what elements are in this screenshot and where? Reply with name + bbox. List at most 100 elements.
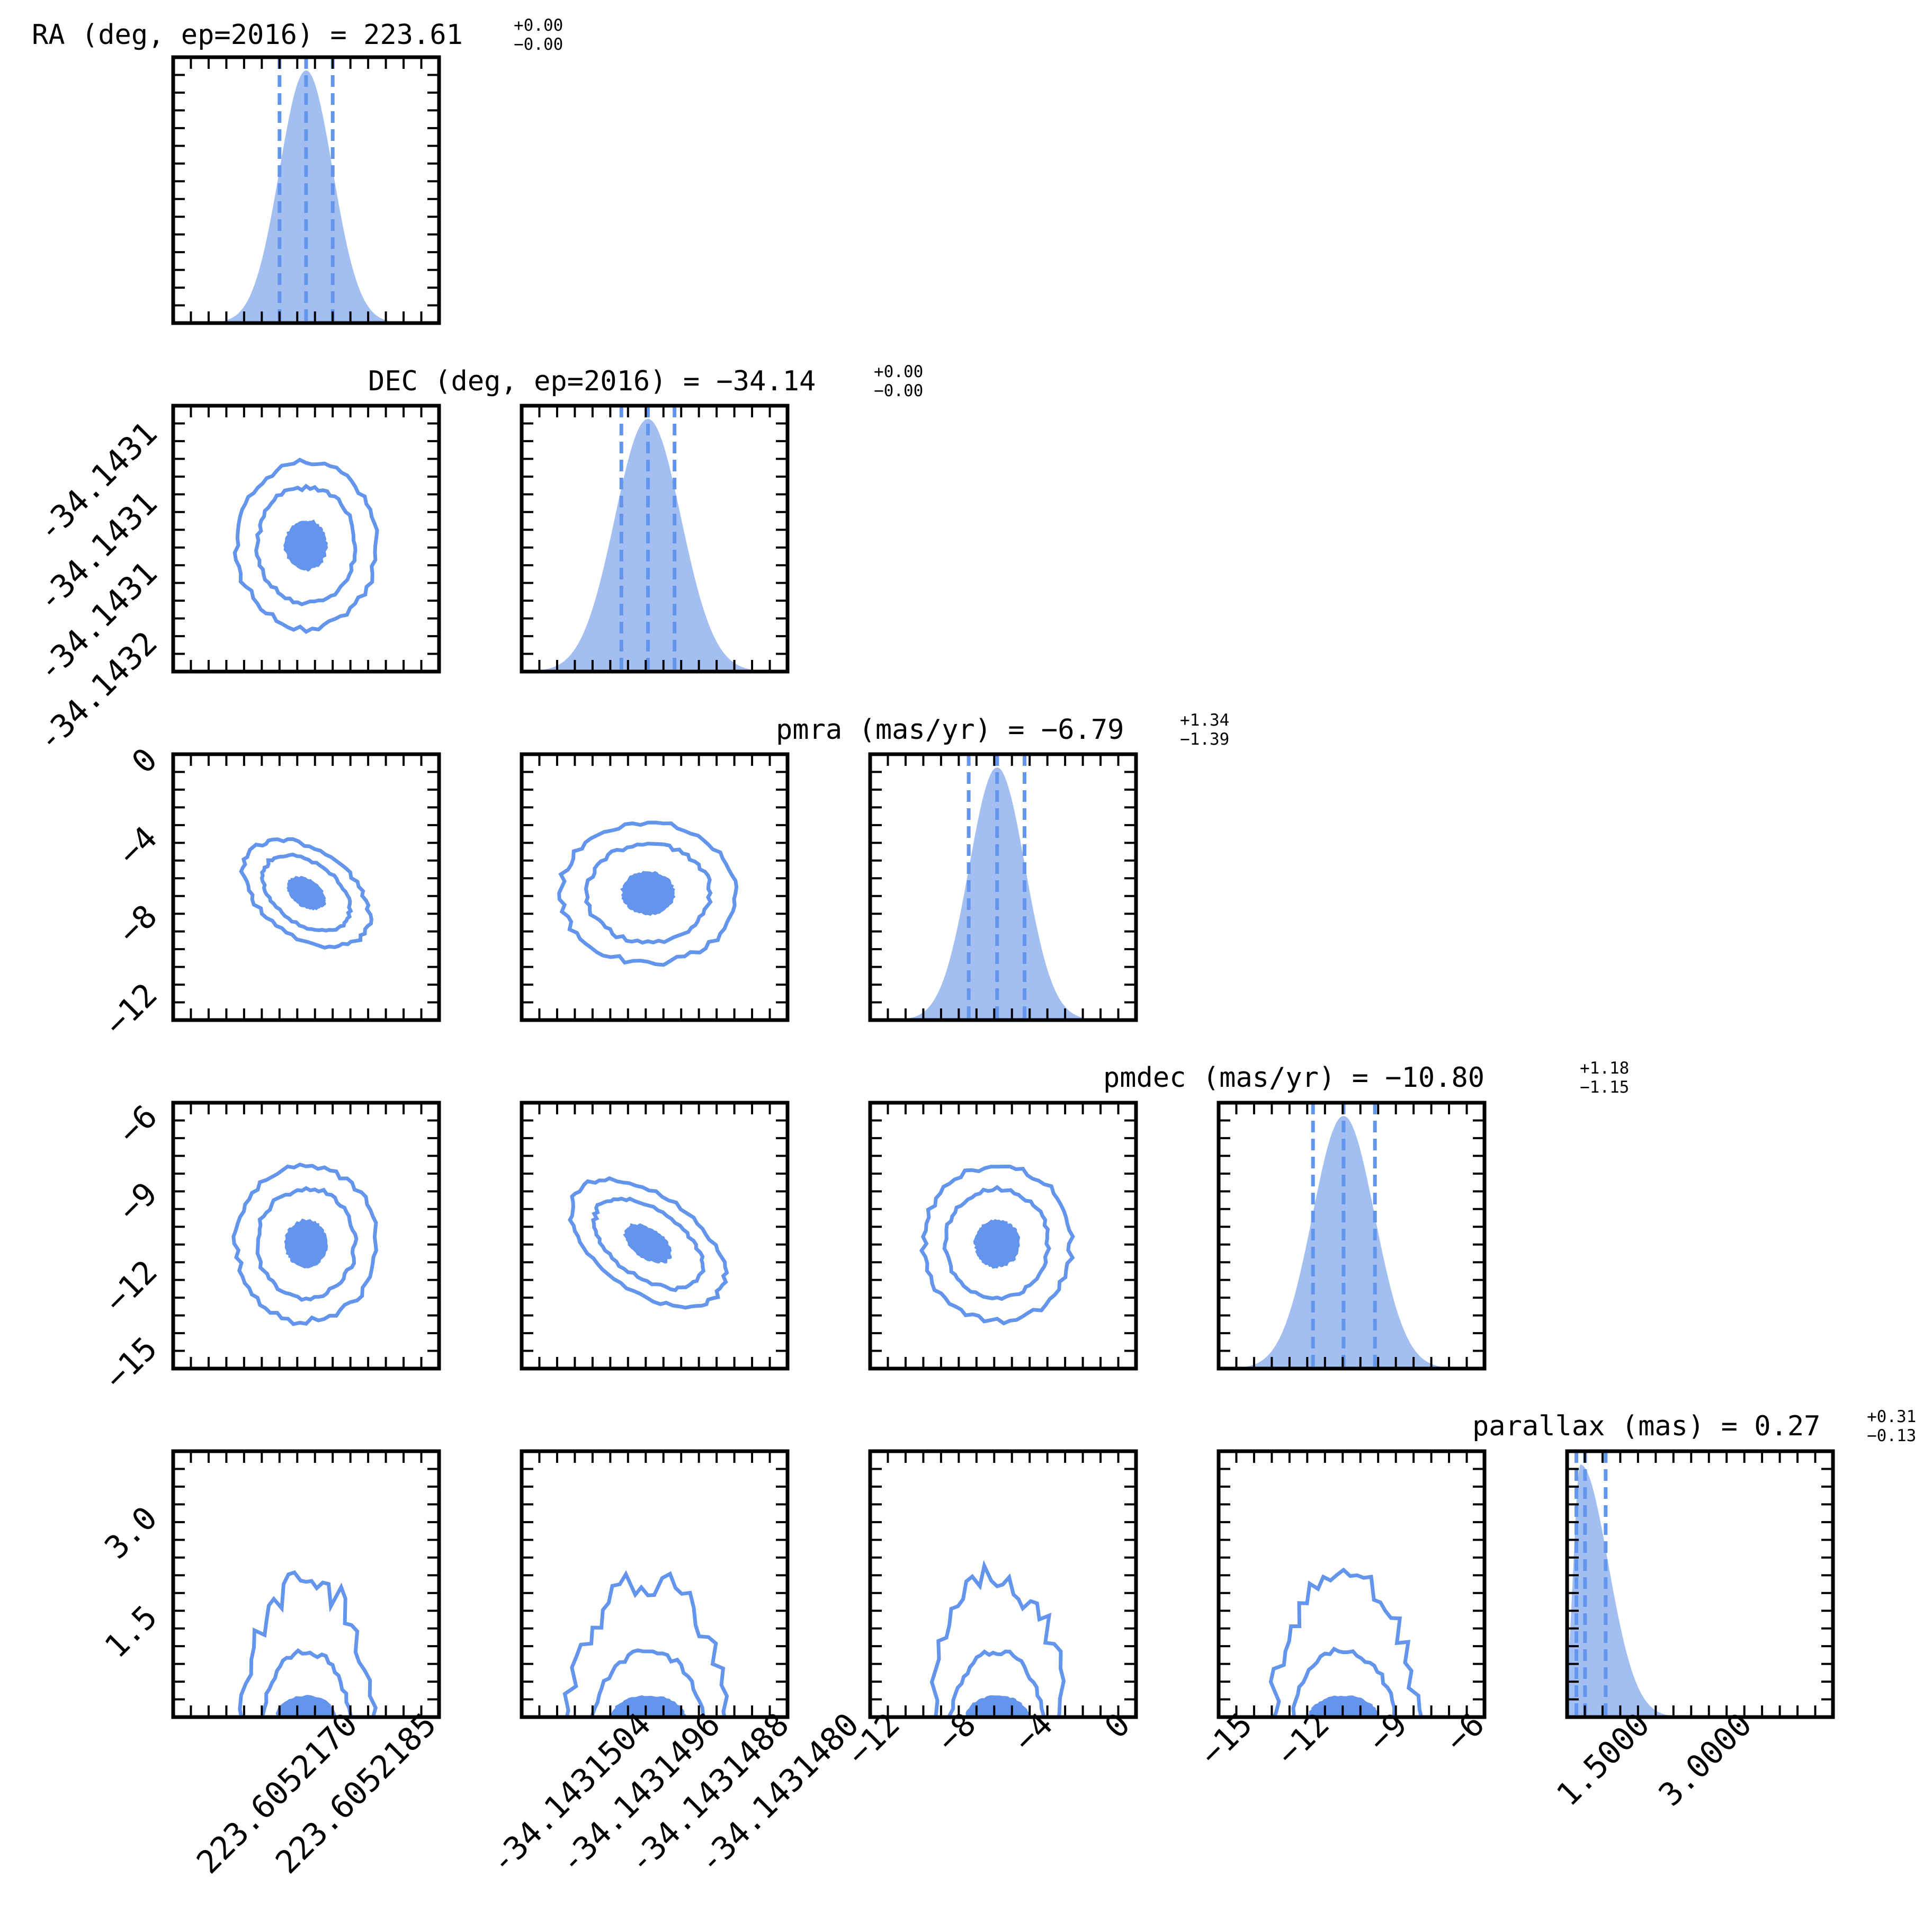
y-tick-label-pmdec: −15 [97, 1330, 164, 1397]
minor-ticks [522, 754, 788, 1020]
contour-panel-pmdec-parallax [1217, 1449, 1487, 1719]
minor-ticks [870, 1451, 1136, 1717]
minor-ticks [173, 406, 439, 672]
contour-level-2 [239, 837, 373, 950]
contour-level-1 [254, 484, 357, 606]
panel-frame [171, 1449, 441, 1719]
title-ra-sup: +0.00 [514, 16, 563, 35]
panel-frame [868, 752, 1138, 1022]
contour-panel-dec-pmdec [520, 1101, 790, 1371]
contour-core [287, 875, 326, 911]
contour-panel-ra-parallax [171, 1449, 441, 1719]
y-tick-label-pmra: −12 [97, 976, 164, 1043]
minor-ticks [522, 1451, 788, 1717]
y-tick-label-pmra: −4 [111, 819, 165, 873]
title-ra: RA (deg, ep=2016) = 223.61 [32, 19, 463, 51]
contour-panel-pmra-pmdec [868, 1101, 1138, 1371]
minor-ticks [870, 754, 1136, 1020]
contour-level-2 [929, 1560, 1066, 1717]
contour-level-2 [919, 1165, 1075, 1326]
contour-level-1 [590, 1648, 706, 1717]
y-tick-label-pmra: 0 [125, 741, 165, 781]
panel-frame [520, 1449, 790, 1719]
title-pmdec: pmdec (mas/yr) = −10.80 [1103, 1062, 1484, 1094]
y-tick-label-pmdec: −6 [111, 1098, 165, 1151]
minor-ticks [522, 1103, 788, 1369]
contour-level-2 [568, 1176, 729, 1310]
histogram-kde [1219, 1116, 1484, 1369]
x-tick-label-parallax: 1.5000 [1550, 1706, 1657, 1813]
title-dec: DEC (deg, ep=2016) = −34.14 [368, 365, 816, 397]
contour-level-1 [261, 1648, 353, 1717]
minor-ticks [173, 754, 439, 1020]
contour-level-1 [942, 1185, 1051, 1301]
x-tick-label-parallax: 3.0000 [1652, 1706, 1759, 1813]
title-parallax-sub: −0.13 [1867, 1426, 1916, 1445]
minor-ticks [870, 1103, 1136, 1369]
contour-level-2 [557, 820, 739, 967]
contour-core [275, 1695, 336, 1717]
contour-level-1 [260, 852, 353, 933]
title-ra-sub: −0.00 [514, 35, 563, 54]
diagonal-titles: RA (deg, ep=2016) = 223.61 +0.00 −0.00 D… [32, 16, 1916, 1445]
hist-panel-pmdec [1217, 1101, 1487, 1371]
minor-ticks [1567, 1451, 1833, 1717]
minor-ticks [522, 406, 788, 672]
y-tick-label-pmdec: −9 [111, 1175, 165, 1229]
minor-ticks [1219, 1103, 1484, 1369]
histogram-kde [173, 70, 439, 323]
title-pmra-sub: −1.39 [1180, 730, 1229, 749]
panel-frame [520, 752, 790, 1022]
contour-level-1 [591, 1196, 705, 1292]
contour-level-1 [1291, 1646, 1397, 1717]
y-tick-label-pmdec: −12 [97, 1253, 164, 1320]
title-parallax-sup: +0.31 [1867, 1407, 1916, 1426]
histogram-kde [522, 419, 788, 672]
panel-frame [520, 404, 790, 674]
contour-level-2 [231, 1162, 378, 1326]
contour-level-2 [562, 1570, 729, 1717]
panel-frame [868, 1449, 1138, 1719]
y-tick-label-parallax: 3.0 [97, 1499, 164, 1566]
y-tick-label-parallax: 1.5 [97, 1598, 164, 1665]
histogram-kde [1567, 1464, 1833, 1717]
title-pmra-sup: +1.34 [1180, 711, 1229, 730]
title-dec-sub: −0.00 [874, 381, 923, 400]
title-pmdec-sup: +1.18 [1580, 1059, 1629, 1078]
contour-level-2 [232, 458, 379, 634]
y-tick-label-pmra: −8 [111, 898, 165, 951]
title-pmra: pmra (mas/yr) = −6.79 [776, 714, 1124, 746]
contour-level-2 [1268, 1567, 1424, 1717]
contour-panel-pmra-parallax [868, 1449, 1138, 1719]
contour-panel-dec-parallax [520, 1449, 790, 1719]
contour-core [283, 519, 328, 572]
contour-core [611, 1695, 686, 1717]
contour-level-1 [255, 1186, 359, 1302]
contour-core [965, 1695, 1030, 1717]
panel-frame [1565, 1449, 1835, 1719]
panel-frame [1217, 1101, 1487, 1371]
panel-frame [1217, 1449, 1487, 1719]
panel-frame [171, 752, 441, 1022]
title-parallax: parallax (mas) = 0.27 [1472, 1410, 1820, 1442]
panels [171, 55, 1835, 1719]
title-pmdec-sub: −1.15 [1580, 1078, 1629, 1097]
title-dec-sup: +0.00 [874, 362, 923, 381]
contour-panel-ra-dec [171, 404, 441, 674]
contour-level-2 [238, 1570, 378, 1717]
panel-frame [171, 1101, 441, 1371]
contour-core [284, 1218, 328, 1268]
hist-panel-dec [520, 404, 790, 674]
minor-ticks [173, 57, 439, 323]
contour-core [623, 1223, 672, 1264]
panel-frame [868, 1101, 1138, 1371]
contour-panel-ra-pmra [171, 752, 441, 1022]
hist-panel-pmra [868, 752, 1138, 1022]
panel-frame [171, 404, 441, 674]
panel-frame [171, 55, 441, 325]
contour-panel-ra-pmdec [171, 1101, 441, 1371]
contour-level-1 [584, 842, 713, 945]
minor-ticks [173, 1451, 439, 1717]
